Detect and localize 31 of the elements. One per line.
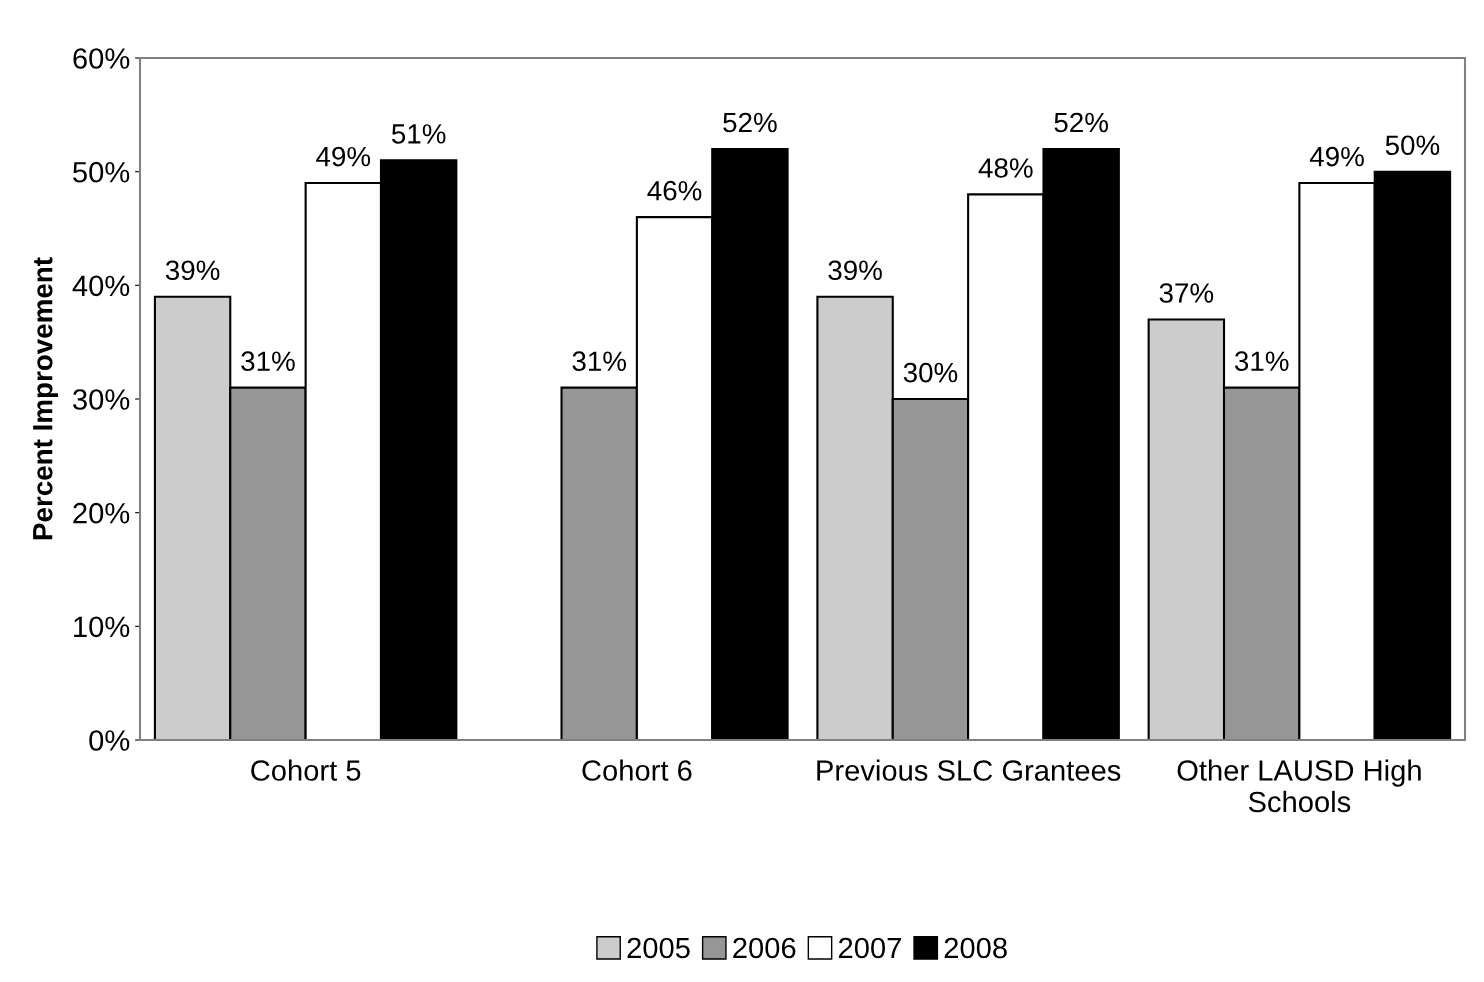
x-tick-label: Previous SLC Grantees bbox=[817, 759, 1121, 781]
y-tick-label: 50% bbox=[73, 161, 130, 183]
data-label: 31% bbox=[572, 351, 627, 372]
data-label: 50% bbox=[1385, 135, 1440, 156]
y-tick-label: 40% bbox=[72, 275, 130, 297]
data-label: 49% bbox=[316, 146, 371, 167]
x-tick-label: Cohort 5 bbox=[251, 759, 361, 781]
x-tick-label: Other LAUSD High Schools bbox=[1177, 759, 1421, 813]
y-tick-label: 60% bbox=[73, 48, 130, 69]
data-label: 52% bbox=[1054, 112, 1108, 133]
legend-label: 2008 bbox=[944, 937, 1007, 959]
legend-label: 2006 bbox=[733, 937, 796, 959]
data-label: 39% bbox=[828, 260, 882, 281]
data-label: 37% bbox=[1159, 283, 1214, 303]
y-tick-label: 10% bbox=[74, 616, 130, 638]
data-label: 49% bbox=[1309, 146, 1364, 167]
x-tick-label: Cohort 6 bbox=[582, 759, 692, 781]
legend-label: 2005 bbox=[627, 937, 690, 959]
y-tick-label: 30% bbox=[73, 389, 130, 410]
y-tick-label: 20% bbox=[73, 502, 130, 524]
data-label: 39% bbox=[165, 260, 220, 281]
data-label: 52% bbox=[723, 112, 777, 133]
data-label: 30% bbox=[903, 362, 958, 383]
data-label: 31% bbox=[241, 351, 295, 372]
legend-label: 2007 bbox=[838, 937, 901, 959]
y-axis-title: Percent Improvement bbox=[33, 257, 59, 540]
data-label: 48% bbox=[978, 158, 1033, 178]
data-label: 31% bbox=[1234, 351, 1289, 372]
data-label: 46% bbox=[647, 180, 702, 201]
y-tick-label: 0% bbox=[89, 730, 130, 751]
data-label: 51% bbox=[391, 124, 446, 144]
